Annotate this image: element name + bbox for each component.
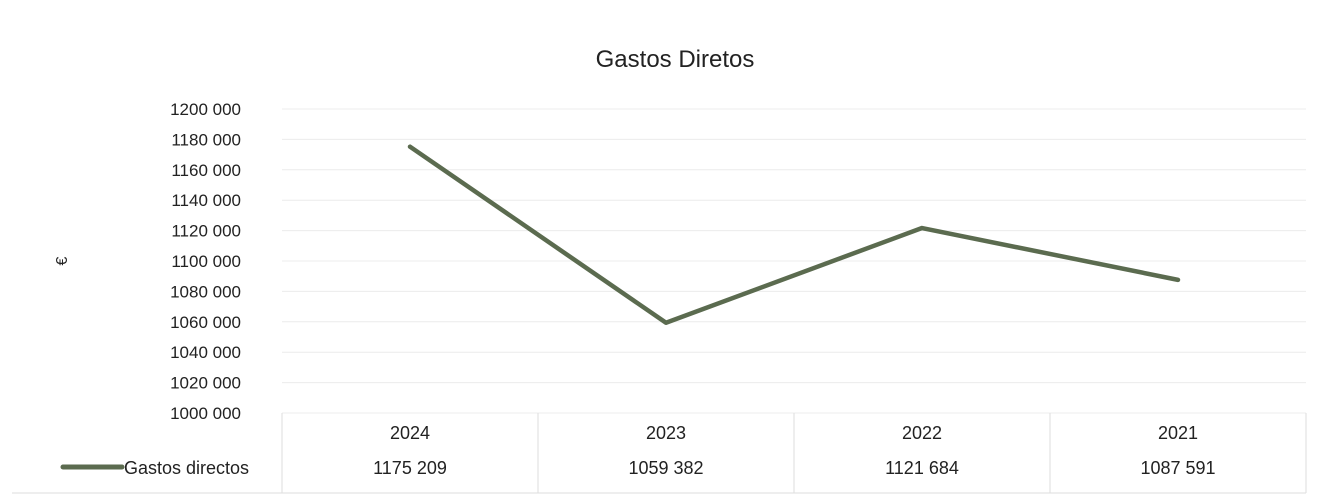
series-line-gastos-directos — [407, 144, 1181, 325]
chart-title: Gastos Diretos — [596, 46, 755, 73]
data-label: 1175 209 — [373, 458, 447, 478]
x-category-label: 2024 — [390, 423, 430, 443]
data-label: 1121 684 — [885, 458, 959, 478]
legend: Gastos directos — [60, 458, 249, 478]
series-lines — [407, 144, 1181, 325]
y-tick-label: 1160 000 — [171, 161, 241, 180]
y-tick-label: 1040 000 — [170, 343, 241, 362]
y-axis-ticks: 1000 000 1020 000 1040 000 1060 000 1080 000… — [170, 100, 241, 423]
y-tick-label: 1140 000 — [171, 191, 241, 210]
data-label: 1087 591 — [1140, 458, 1215, 478]
legend-label: Gastos directos — [124, 458, 249, 478]
y-tick-label: 1120 000 — [171, 222, 241, 241]
y-tick-label: 1100 000 — [171, 252, 241, 271]
y-axis-label: € — [54, 256, 71, 265]
data-table: 2024 1175 209 2023 1059 382 2022 1121 684 2021… — [12, 413, 1307, 494]
y-tick-label: 1000 000 — [170, 404, 241, 423]
data-label: 1059 382 — [628, 458, 703, 478]
x-category-label: 2023 — [646, 423, 686, 443]
y-tick-label: 1060 000 — [170, 313, 241, 332]
y-tick-label: 1020 000 — [170, 374, 241, 393]
x-category-label: 2022 — [902, 423, 942, 443]
y-tick-label: 1080 000 — [170, 282, 241, 301]
x-category-label: 2021 — [1158, 423, 1198, 443]
gridlines — [282, 108, 1306, 414]
y-tick-label: 1180 000 — [171, 130, 241, 149]
y-tick-label: 1200 000 — [170, 100, 241, 119]
